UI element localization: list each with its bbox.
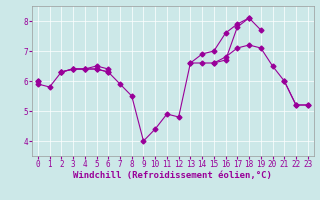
X-axis label: Windchill (Refroidissement éolien,°C): Windchill (Refroidissement éolien,°C) <box>73 171 272 180</box>
